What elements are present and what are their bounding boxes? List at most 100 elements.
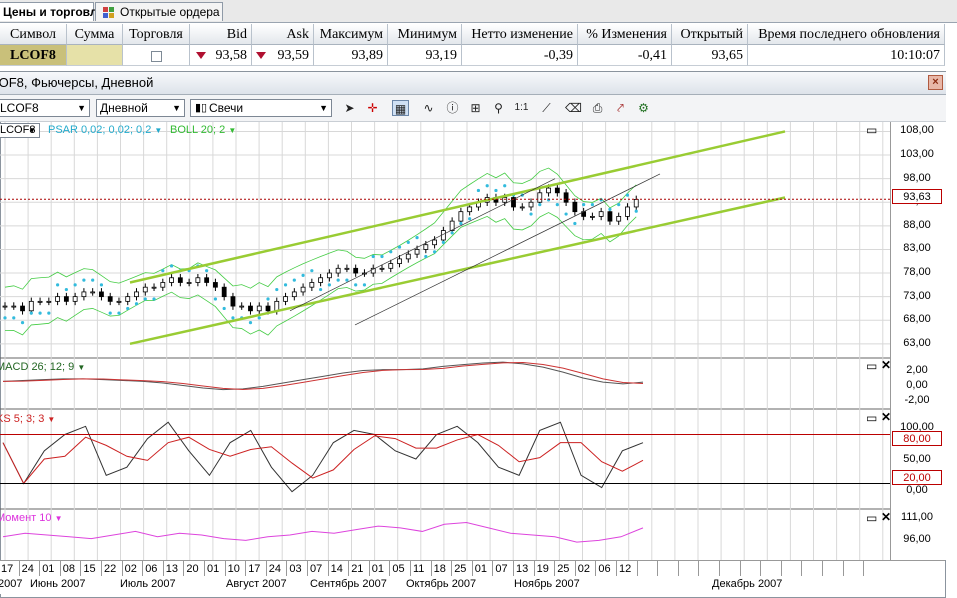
psar-dot bbox=[546, 198, 551, 202]
x-tick-day: 17 bbox=[248, 563, 261, 575]
zoom-1to1-icon[interactable]: 1:1 bbox=[514, 102, 529, 113]
y-tick-label: 0,00 bbox=[906, 484, 928, 496]
close-icon[interactable]: × bbox=[928, 75, 943, 90]
close-pane-icon[interactable]: ✕ bbox=[881, 358, 892, 372]
cell-amount[interactable] bbox=[67, 45, 123, 66]
grid-icon[interactable]: ▦ bbox=[392, 100, 409, 116]
col-header-pct-change[interactable]: % Изменения bbox=[578, 24, 672, 45]
macd-indicator-label[interactable]: MACD 26; 12; 9 ▼ bbox=[0, 361, 85, 373]
cell-symbol[interactable]: LCOF8 bbox=[0, 45, 67, 66]
stoch-label-text: KS 5; 3; 3 bbox=[0, 413, 45, 425]
period-select-value: Дневной bbox=[100, 101, 148, 115]
cell-ask[interactable]: 93,59 bbox=[252, 45, 314, 66]
boll-indicator-label[interactable]: BOLL 20; 2 ▼ bbox=[170, 124, 236, 136]
col-header-low[interactable]: Минимум bbox=[388, 24, 462, 45]
col-header-bid[interactable]: Bid bbox=[190, 24, 252, 45]
tab-prices-and-trading[interactable]: Цены и торговля bbox=[0, 2, 105, 21]
psar-dot bbox=[275, 287, 279, 292]
cell-trading[interactable] bbox=[123, 45, 190, 66]
psar-indicator-label[interactable]: PSAR 0,02; 0,02; 0,2 ▼ bbox=[48, 124, 162, 136]
eraser-icon[interactable]: ⌫ bbox=[565, 101, 582, 115]
y-tick-label: 88,00 bbox=[903, 218, 931, 231]
cursor-tool-icon[interactable]: ⤤ bbox=[617, 101, 624, 115]
x-tick-month: Ноябрь 2007 bbox=[514, 578, 580, 590]
tab-open-orders[interactable]: Открытые ордера bbox=[95, 2, 223, 21]
col-header-net-change[interactable]: Нетто изменение bbox=[462, 24, 578, 45]
crosshair-icon[interactable]: ✛ bbox=[367, 101, 378, 115]
period-select[interactable]: Дневной ▼ bbox=[96, 99, 185, 117]
y-tick-label: 73,00 bbox=[903, 289, 931, 302]
stoch-indicator-label[interactable]: KS 5; 3; 3 ▼ bbox=[0, 413, 55, 425]
psar-dot bbox=[205, 269, 209, 273]
x-tick-day: 03 bbox=[289, 563, 302, 575]
x-tick-mark bbox=[657, 561, 659, 576]
zoom-icon[interactable]: ⚲ bbox=[494, 101, 503, 115]
candle-body bbox=[528, 201, 534, 208]
price-pane-symbol-value: LCOF8 bbox=[0, 124, 36, 136]
col-header-ask[interactable]: Ask bbox=[252, 24, 314, 45]
col-header-open[interactable]: Открытый bbox=[672, 24, 748, 45]
momentum-indicator-label[interactable]: Момент 10 ▼ bbox=[0, 512, 62, 524]
col-header-high[interactable]: Максимум bbox=[314, 24, 388, 45]
chart-type-select[interactable]: ▮▯ Свечи ▼ bbox=[190, 99, 332, 117]
cell-bid[interactable]: 93,58 bbox=[190, 45, 252, 66]
y-tick-label: 103,00 bbox=[900, 148, 934, 161]
psar-dot bbox=[29, 311, 33, 315]
col-header-last-update[interactable]: Время последнего обновления bbox=[748, 24, 945, 45]
close-pane-icon[interactable]: ✕ bbox=[881, 410, 892, 424]
symbol-select[interactable]: LCOF8 ▼ bbox=[0, 99, 90, 117]
psar-dot bbox=[538, 203, 542, 207]
indicator-icon[interactable]: ∿ bbox=[423, 101, 434, 115]
pointer-icon[interactable]: ➤ bbox=[344, 101, 355, 115]
x-tick-mark bbox=[183, 561, 185, 576]
maximize-pane-icon[interactable]: ▭ bbox=[866, 511, 878, 525]
maximize-pane-icon[interactable]: ▭ bbox=[866, 123, 878, 137]
x-tick-mark bbox=[142, 561, 144, 576]
close-pane-icon[interactable]: ✕ bbox=[881, 510, 892, 524]
x-tick-mark bbox=[389, 561, 391, 576]
candle-body bbox=[186, 282, 192, 284]
candle-body bbox=[432, 239, 437, 246]
annotation-icon[interactable]: ⊞ bbox=[470, 101, 481, 115]
psar-dot bbox=[397, 245, 402, 249]
chart-area[interactable] bbox=[0, 122, 890, 560]
psar-dot bbox=[362, 283, 367, 287]
price-pane-symbol-select[interactable]: LCOF8 ▼ bbox=[0, 123, 40, 138]
settings-icon[interactable]: ⚙ bbox=[638, 101, 649, 115]
x-tick-day: 24 bbox=[21, 563, 34, 575]
trade-checkbox[interactable] bbox=[150, 51, 162, 62]
x-tick-mark bbox=[801, 561, 803, 576]
candle-body bbox=[169, 277, 174, 283]
x-tick-day: 13 bbox=[516, 563, 529, 575]
y-tick-label: 78,00 bbox=[903, 266, 931, 279]
col-header-symbol[interactable]: Символ bbox=[0, 24, 67, 45]
chart-window-titlebar[interactable]: LCOF8, Фьючерсы, Дневной × bbox=[0, 72, 946, 95]
psar-dot bbox=[432, 250, 437, 254]
psar-dot bbox=[134, 302, 139, 306]
maximize-pane-icon[interactable]: ▭ bbox=[866, 411, 878, 425]
candle-body bbox=[160, 282, 166, 288]
tab-label: Цены и торговля bbox=[3, 5, 105, 19]
col-header-trading[interactable]: Торговля bbox=[123, 24, 190, 45]
col-header-amount[interactable]: Сумма bbox=[67, 24, 123, 45]
x-tick-mark bbox=[822, 561, 823, 576]
x-tick-day: 19 bbox=[536, 563, 549, 575]
y-tick-label: 2,00 bbox=[906, 364, 928, 376]
print-icon[interactable]: ⎙ bbox=[592, 101, 603, 115]
x-tick-month: Август 2007 bbox=[226, 578, 287, 590]
trendline-icon[interactable]: ⟋ bbox=[542, 101, 551, 115]
x-tick-mark bbox=[719, 561, 720, 576]
candle-body bbox=[63, 296, 69, 302]
psar-dot bbox=[555, 203, 559, 207]
candle-body bbox=[37, 300, 43, 303]
x-tick-mark bbox=[121, 561, 123, 576]
x-tick-mark bbox=[245, 561, 247, 576]
psar-dot bbox=[161, 269, 165, 273]
psar-dot bbox=[468, 217, 472, 221]
psar-dot bbox=[91, 278, 95, 282]
info-icon[interactable]: ⓘ bbox=[446, 101, 459, 115]
x-tick-day: 01 bbox=[474, 563, 488, 575]
psar-dot bbox=[108, 311, 112, 315]
maximize-pane-icon[interactable]: ▭ bbox=[866, 359, 878, 373]
x-tick-day: 17 bbox=[1, 563, 14, 575]
